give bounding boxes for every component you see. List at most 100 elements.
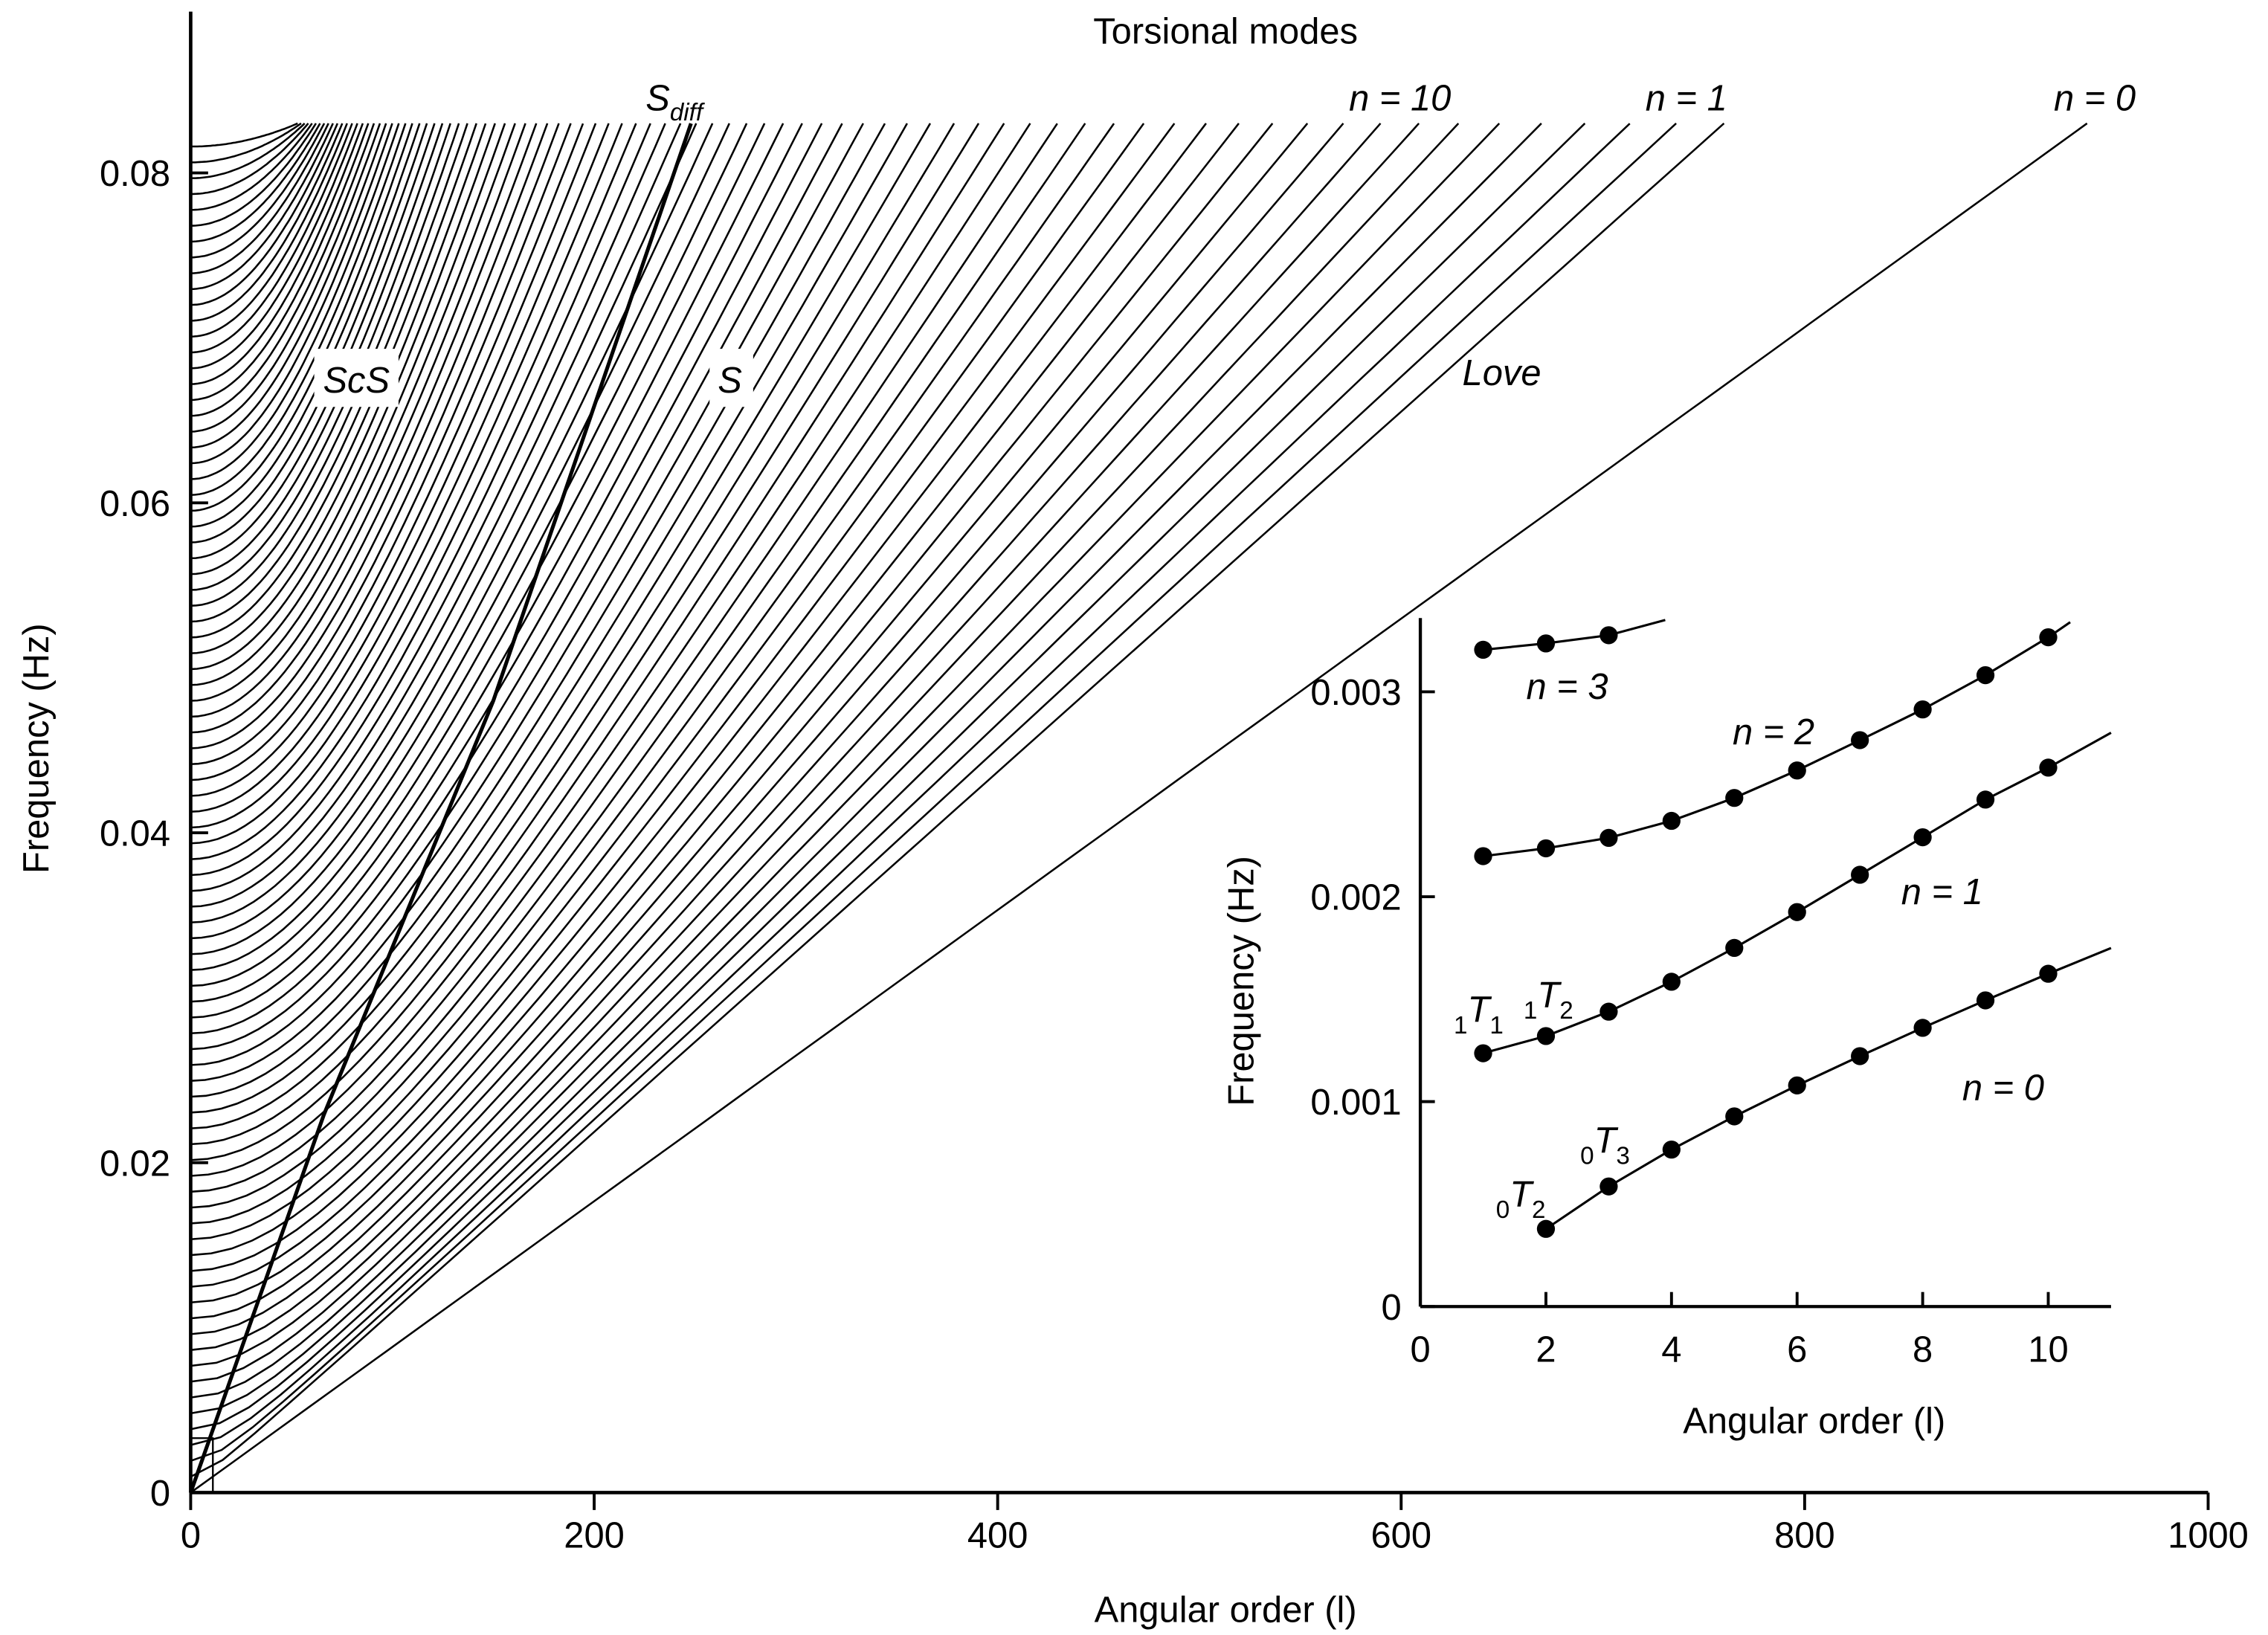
- inset-y-axis-label: Frequency (Hz): [1221, 856, 1261, 1106]
- scs-label-bg: [314, 349, 399, 407]
- mode-label-1T2: 1T2: [1524, 975, 1573, 1025]
- inset-x-tick-label: 0: [1410, 1330, 1430, 1370]
- inset-point-n2-l8: [1913, 700, 1932, 719]
- branch-line-n15: [190, 123, 1176, 1257]
- branch-line-n38: [190, 123, 666, 892]
- branch-line-n27: [190, 123, 864, 1066]
- x-axis-label: Angular order (l): [1095, 1590, 1357, 1630]
- inset-point-n0-l5: [1725, 1107, 1744, 1126]
- n0-label: n = 0: [2054, 79, 2136, 119]
- inset-point-n1-l7: [1851, 865, 1869, 884]
- mode-label-0T3: 0T3: [1580, 1120, 1630, 1170]
- branch-line-n57: [190, 123, 451, 591]
- inset-series-line-n0: [1545, 947, 2112, 1231]
- branch-line-n25: [190, 123, 908, 1098]
- branch-line-n2: [190, 123, 1677, 1463]
- x-tick-label: 600: [1371, 1516, 1432, 1556]
- x-tick-label: 0: [181, 1516, 201, 1556]
- branch-line-n55: [190, 123, 468, 623]
- branch-line-n43: [190, 123, 597, 813]
- sdiff-label: Sdiff: [645, 79, 706, 127]
- inset-point-n2-l1: [1474, 847, 1492, 865]
- chart-title: Torsional modes: [1093, 12, 1358, 52]
- inset-point-n1-l3: [1599, 1002, 1618, 1021]
- branch-line-n5: [190, 123, 1542, 1415]
- inset-x-tick-label: 4: [1661, 1330, 1681, 1370]
- branch-line-n65: [190, 123, 393, 465]
- y-tick-label: 0.04: [100, 814, 170, 854]
- branch-line-n42: [190, 123, 610, 829]
- inset-series-line-n3: [1483, 619, 1666, 651]
- inset-point-n2-l9: [1976, 665, 1995, 685]
- inset-point-n2-l10: [2039, 628, 2058, 647]
- x-tick-label: 400: [967, 1516, 1028, 1556]
- branch-line-n7: [190, 123, 1460, 1383]
- inset-point-n1-l4: [1662, 973, 1681, 991]
- branch-line-n45: [190, 123, 572, 781]
- inset-point-n3-l1: [1474, 640, 1492, 660]
- branch-line-n69: [190, 123, 370, 402]
- inset-point-n0-l4: [1662, 1141, 1681, 1159]
- branch-line-n1: [190, 123, 1725, 1478]
- branch-line-n71: [190, 123, 358, 370]
- branch-line-n26: [190, 123, 886, 1082]
- branch-line-n13: [190, 123, 1240, 1288]
- inset-point-n1-l6: [1788, 903, 1806, 921]
- branch-line-n31: [190, 123, 785, 1003]
- inset-point-n2-l4: [1662, 811, 1681, 831]
- inset-point-n0-l7: [1851, 1047, 1869, 1065]
- inset-x-tick-label: 10: [2028, 1330, 2068, 1370]
- branch-line-n18: [190, 123, 1086, 1209]
- inset-x-tick-label: 6: [1787, 1330, 1807, 1370]
- love-label: Love: [1463, 353, 1541, 393]
- branch-line-n41: [190, 123, 623, 845]
- inset-point-n0-l6: [1788, 1076, 1806, 1094]
- branch-line-n10: [190, 123, 1344, 1335]
- scs-label: ScS: [323, 361, 390, 401]
- inset-n0-label: n = 0: [1962, 1068, 2044, 1109]
- branch-line-n67: [190, 123, 381, 433]
- branch-line-n84: [190, 122, 302, 164]
- branch-line-n68: [190, 123, 376, 417]
- x-tick-label: 1000: [2168, 1516, 2249, 1556]
- inset-chart-marks: [1418, 618, 2112, 1309]
- branch-line-n17: [190, 123, 1115, 1225]
- branch-line-n85: [190, 122, 298, 148]
- branch-line-n51: [190, 123, 506, 686]
- branch-line-n62: [190, 123, 413, 512]
- inset-point-n3-l3: [1599, 626, 1618, 645]
- branch-line-n47: [190, 123, 549, 749]
- x-tick-label: 800: [1774, 1516, 1835, 1556]
- n10-label: n = 10: [1349, 79, 1451, 119]
- inset-point-n2-l7: [1851, 731, 1869, 749]
- inset-n1-label: n = 1: [1901, 872, 1983, 912]
- s-label: S: [718, 361, 742, 401]
- inset-point-n0-l8: [1913, 1019, 1932, 1037]
- inset-point-n2-l5: [1725, 789, 1744, 807]
- branch-line-n80: [190, 123, 317, 227]
- inset-point-n1-l5: [1725, 938, 1744, 958]
- branch-line-n8: [190, 123, 1420, 1367]
- branch-line-n78: [190, 123, 326, 259]
- branch-line-n4: [190, 123, 1586, 1431]
- branch-line-n60: [190, 123, 428, 544]
- y-tick-label: 0.06: [100, 484, 170, 524]
- inset-point-n0-l2: [1536, 1219, 1556, 1238]
- inset-y-tick-label: 0.002: [1310, 878, 1401, 918]
- branch-line-n0: [190, 122, 2088, 1494]
- branch-line-n9: [190, 123, 1382, 1351]
- branch-line-n11: [190, 123, 1309, 1320]
- branch-line-n33: [190, 123, 748, 971]
- inset-point-n0-l3: [1599, 1177, 1618, 1196]
- branch-line-n14: [190, 123, 1207, 1272]
- inset-point-n2-l2: [1536, 839, 1556, 858]
- inset-n3-label: n = 3: [1526, 667, 1608, 707]
- inset-x-tick-label: 2: [1536, 1330, 1556, 1370]
- branch-line-n49: [190, 123, 526, 718]
- x-tick-label: 200: [564, 1516, 625, 1556]
- branch-line-n59: [190, 123, 436, 560]
- branch-line-n74: [190, 123, 344, 322]
- inset-y-tick-label: 0.003: [1310, 673, 1401, 713]
- sdiff-curve: [189, 123, 693, 1494]
